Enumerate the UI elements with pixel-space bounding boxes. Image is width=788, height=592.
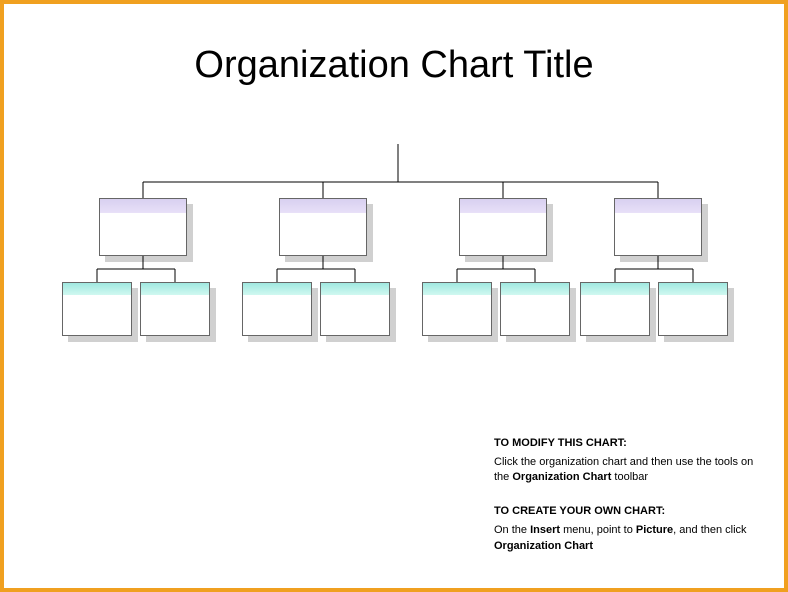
level3-box[interactable] — [580, 282, 650, 336]
text-bold: Organization Chart — [512, 471, 611, 483]
level3-box[interactable] — [320, 282, 390, 336]
level2-box[interactable] — [459, 198, 547, 256]
level3-box[interactable] — [500, 282, 570, 336]
text-part: menu, point to — [560, 524, 636, 536]
text-bold: Insert — [530, 524, 560, 536]
level3-box[interactable] — [658, 282, 728, 336]
page-title: Organization Chart Title — [4, 44, 784, 87]
level3-box[interactable] — [140, 282, 210, 336]
level2-box[interactable] — [614, 198, 702, 256]
text-part: On the — [494, 524, 530, 536]
text-part: , and then click — [673, 524, 746, 536]
level2-box[interactable] — [279, 198, 367, 256]
modify-heading: TO MODIFY THIS CHART: — [494, 436, 754, 451]
text-bold: Organization Chart — [494, 540, 593, 552]
create-text: On the Insert menu, point to Picture, an… — [494, 523, 754, 554]
level3-box[interactable] — [62, 282, 132, 336]
modify-text: Click the organization chart and then us… — [494, 455, 754, 486]
org-chart[interactable] — [4, 134, 784, 374]
text-bold: Picture — [636, 524, 673, 536]
level2-box[interactable] — [99, 198, 187, 256]
level3-box[interactable] — [422, 282, 492, 336]
level3-box[interactable] — [242, 282, 312, 336]
text-part: toolbar — [611, 471, 648, 483]
instructions-panel: TO MODIFY THIS CHART: Click the organiza… — [494, 436, 754, 558]
create-heading: TO CREATE YOUR OWN CHART: — [494, 504, 754, 519]
